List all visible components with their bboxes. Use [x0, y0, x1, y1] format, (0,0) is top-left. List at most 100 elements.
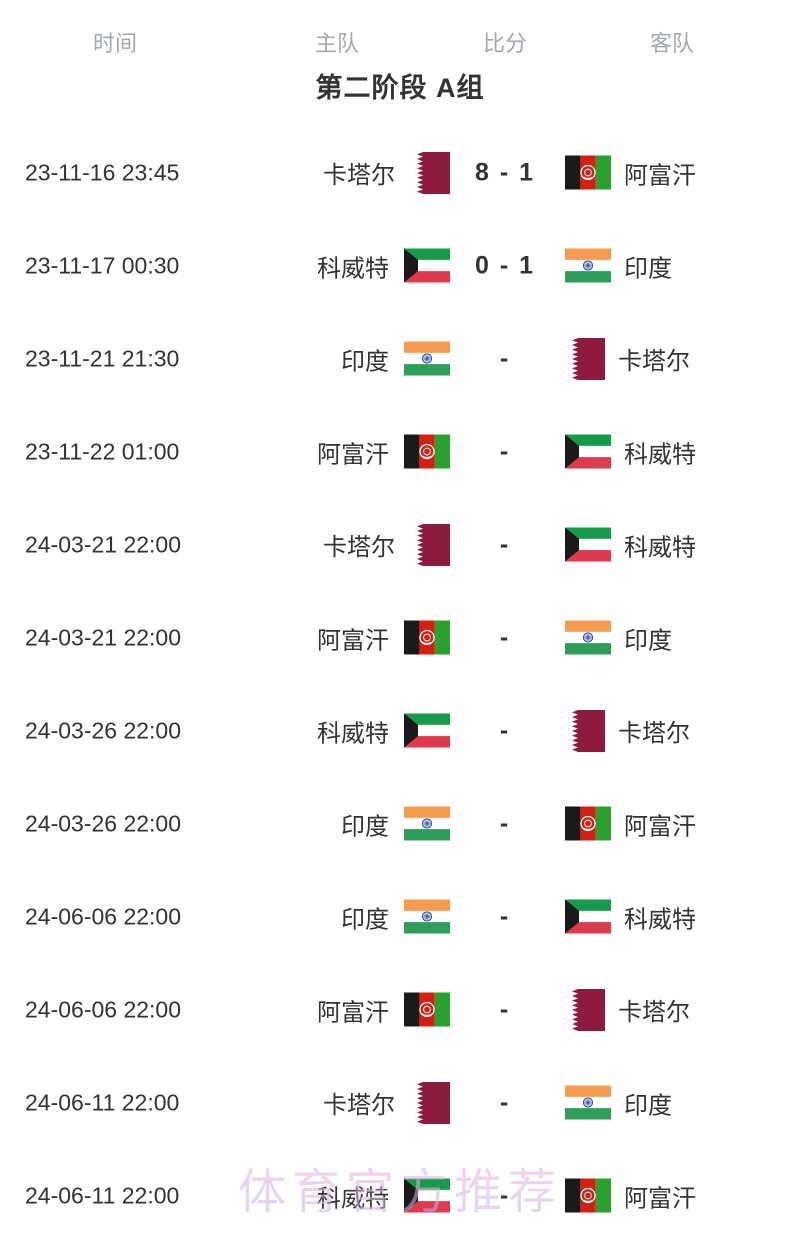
away-team-name: 卡塔尔	[618, 720, 690, 747]
home-team-name: 阿富汗	[317, 999, 389, 1026]
kuwait-flag-icon	[404, 248, 450, 283]
away-team: 卡塔尔	[565, 337, 690, 380]
away-team: 阿富汗	[565, 806, 696, 841]
away-team-name: 科威特	[624, 906, 696, 933]
away-team: 科威特	[565, 434, 696, 469]
india-flag-icon	[565, 248, 611, 283]
india-flag-icon	[404, 341, 450, 376]
home-team-name: 卡塔尔	[323, 1092, 395, 1119]
match-row[interactable]: 24-06-11 22:00 卡塔尔 - 印度	[0, 1056, 800, 1149]
away-team-name: 阿富汗	[624, 813, 696, 840]
home-team: 印度	[341, 899, 450, 934]
match-score: -	[499, 437, 511, 465]
match-row[interactable]: 23-11-22 01:00 阿富汗 - 科威特	[0, 405, 800, 498]
match-score: -	[499, 344, 511, 372]
match-time: 24-03-26 22:00	[25, 810, 182, 836]
match-time: 23-11-22 01:00	[25, 438, 180, 464]
match-time: 23-11-16 23:45	[25, 159, 180, 185]
match-row[interactable]: 24-06-06 22:00 印度 - 科威特	[0, 870, 800, 963]
match-row[interactable]: 24-06-11 22:00 科威特 - 阿富汗	[0, 1149, 800, 1233]
match-time: 24-06-06 22:00	[25, 903, 182, 929]
header-home-label: 主队	[314, 31, 360, 56]
away-team: 阿富汗	[565, 155, 696, 190]
away-team: 印度	[565, 620, 672, 655]
home-team-name: 科威特	[317, 720, 389, 747]
away-team: 卡塔尔	[565, 988, 690, 1031]
match-row[interactable]: 24-03-21 22:00 阿富汗 - 印度	[0, 591, 800, 684]
qatar-flag-icon	[565, 709, 605, 752]
match-time: 24-03-21 22:00	[25, 531, 182, 557]
qatar-flag-icon	[410, 151, 450, 194]
match-row[interactable]: 24-03-26 22:00 科威特 - 卡塔尔	[0, 684, 800, 777]
home-team: 阿富汗	[317, 434, 450, 469]
match-row[interactable]: 23-11-16 23:45 卡塔尔 8 - 1 阿富汗	[0, 126, 800, 219]
match-row[interactable]: 24-03-21 22:00 卡塔尔 - 科威特	[0, 498, 800, 591]
match-score: -	[499, 623, 511, 651]
kuwait-flag-icon	[565, 434, 611, 469]
away-team-name: 印度	[624, 255, 672, 282]
match-time: 23-11-21 21:30	[25, 345, 180, 371]
header-score-label: 比分	[482, 31, 528, 56]
away-team-name: 科威特	[624, 534, 696, 561]
match-score: -	[499, 1181, 511, 1209]
home-team-name: 科威特	[317, 1185, 389, 1212]
match-score: -	[499, 716, 511, 744]
india-flag-icon	[565, 1085, 611, 1120]
home-team-name: 阿富汗	[317, 441, 389, 468]
match-row[interactable]: 24-03-26 22:00 印度 - 阿富汗	[0, 777, 800, 870]
away-team-name: 科威特	[624, 441, 696, 468]
home-team: 科威特	[317, 248, 450, 283]
match-row[interactable]: 23-11-17 00:30 科威特 0 - 1 印度	[0, 219, 800, 312]
away-team: 科威特	[565, 899, 696, 934]
afghanistan-flag-icon	[404, 620, 450, 655]
home-team-name: 卡塔尔	[323, 162, 395, 189]
match-score: -	[499, 1088, 511, 1116]
home-team: 印度	[341, 341, 450, 376]
away-team-name: 阿富汗	[624, 162, 696, 189]
match-list: 23-11-16 23:45 卡塔尔 8 - 1 阿富汗 23-11-17 00…	[0, 126, 800, 1233]
away-team-name: 印度	[624, 1092, 672, 1119]
afghanistan-flag-icon	[565, 806, 611, 841]
home-team: 阿富汗	[317, 992, 450, 1027]
kuwait-flag-icon	[565, 527, 611, 562]
qatar-flag-icon	[410, 523, 450, 566]
match-row[interactable]: 23-11-21 21:30 印度 - 卡塔尔	[0, 312, 800, 405]
india-flag-icon	[565, 620, 611, 655]
india-flag-icon	[404, 806, 450, 841]
india-flag-icon	[404, 899, 450, 934]
home-team-name: 印度	[341, 906, 389, 933]
qatar-flag-icon	[565, 988, 605, 1031]
match-score: 0 - 1	[474, 251, 536, 279]
match-row[interactable]: 24-06-06 22:00 阿富汗 - 卡塔尔	[0, 963, 800, 1056]
away-team-name: 印度	[624, 627, 672, 654]
home-team: 印度	[341, 806, 450, 841]
match-score: -	[499, 902, 511, 930]
match-time: 24-06-11 22:00	[25, 1182, 180, 1208]
home-team: 科威特	[317, 713, 450, 748]
home-team-name: 印度	[341, 813, 389, 840]
home-team: 科威特	[317, 1178, 450, 1213]
away-team-name: 卡塔尔	[618, 999, 690, 1026]
away-team: 科威特	[565, 527, 696, 562]
away-team: 印度	[565, 1085, 672, 1120]
match-time: 24-06-11 22:00	[25, 1089, 180, 1115]
match-score: -	[499, 995, 511, 1023]
afghanistan-flag-icon	[404, 434, 450, 469]
home-team-name: 阿富汗	[317, 627, 389, 654]
match-score: -	[499, 809, 511, 837]
match-time: 23-11-17 00:30	[25, 252, 180, 278]
away-team: 印度	[565, 248, 672, 283]
afghanistan-flag-icon	[565, 1178, 611, 1213]
away-team-name: 阿富汗	[624, 1185, 696, 1212]
match-score: -	[499, 530, 511, 558]
match-time: 24-06-06 22:00	[25, 996, 182, 1022]
match-time: 24-03-21 22:00	[25, 624, 182, 650]
match-score: 8 - 1	[474, 158, 536, 186]
home-team-name: 卡塔尔	[323, 534, 395, 561]
afghanistan-flag-icon	[404, 992, 450, 1027]
away-team-name: 卡塔尔	[618, 348, 690, 375]
away-team: 卡塔尔	[565, 709, 690, 752]
kuwait-flag-icon	[565, 899, 611, 934]
qatar-flag-icon	[565, 337, 605, 380]
